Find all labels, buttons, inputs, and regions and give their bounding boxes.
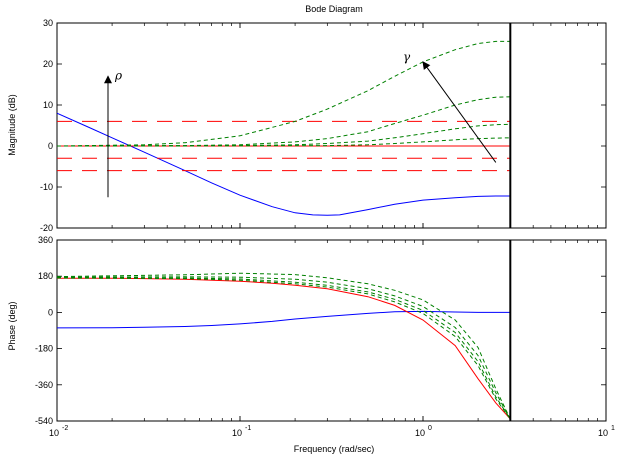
- phase-ytick-label: 180: [38, 271, 53, 281]
- phase-ytick-label: -360: [35, 380, 53, 390]
- phase-series-blue-0: [57, 310, 511, 329]
- phase-plot-frame: [56, 239, 607, 422]
- phase-ytick-label: 360: [38, 235, 53, 245]
- chart-title: Bode Diagram: [305, 4, 363, 14]
- magnitude-ytick-label: 0: [48, 141, 53, 151]
- magnitude-ytick-label: 20: [43, 59, 53, 69]
- magnitude-series-green-6: [57, 96, 511, 147]
- phase-axis-label: Phase (deg): [7, 301, 17, 350]
- magnitude-ytick-label: 10: [43, 100, 53, 110]
- x-tick-exponent: 0: [428, 425, 432, 432]
- gamma-label: γ: [403, 50, 411, 64]
- x-tick-label: 10: [598, 428, 608, 438]
- x-tick-label: 10: [49, 428, 59, 438]
- phase-ytick-label: -540: [35, 416, 53, 426]
- magnitude-ytick-label: -10: [40, 182, 53, 192]
- x-tick-label: 10: [232, 428, 242, 438]
- magnitude-series-group: [57, 40, 511, 216]
- phase-series-green-4: [57, 277, 511, 420]
- phase-series-green-5: [57, 277, 511, 420]
- frequency-axis-label: Frequency (rad/sec): [294, 444, 375, 454]
- rho-label: ρ: [114, 68, 122, 82]
- x-tick-exponent: -2: [62, 425, 68, 432]
- phase-ytick-label: -180: [35, 344, 53, 354]
- phase-series-group: [57, 272, 511, 420]
- x-tick-label: 10: [415, 428, 425, 438]
- magnitude-series-green-8: [57, 137, 511, 147]
- x-tick-exponent: -1: [245, 425, 251, 432]
- magnitude-series-blue-0: [57, 112, 511, 216]
- phase-series-green-2: [57, 272, 511, 420]
- magnitude-ytick-label: -20: [40, 223, 53, 233]
- phase-series-green-3: [57, 276, 511, 420]
- magnitude-series-green-5: [57, 40, 511, 147]
- phase-ytick-label: 0: [48, 307, 53, 317]
- magnitude-series-green-7: [57, 123, 511, 147]
- magnitude-plot-frame: [56, 22, 607, 229]
- magnitude-ytick-label: 30: [43, 18, 53, 28]
- x-tick-exponent: 1: [611, 425, 615, 432]
- gamma-arrow: [422, 61, 497, 163]
- magnitude-axis-label: Magnitude (dB): [7, 94, 17, 156]
